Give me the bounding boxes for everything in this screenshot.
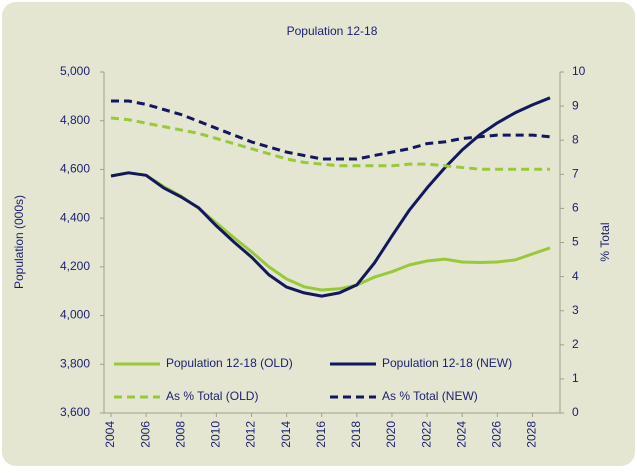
chart-panel	[2, 2, 635, 466]
y2-tick-label: 9	[572, 98, 579, 112]
y2-tick-label: 0	[572, 405, 579, 419]
chart-title: Population 12-18	[287, 24, 378, 38]
y2-tick-label: 2	[572, 337, 579, 351]
y-tick-label: 4,000	[60, 308, 90, 322]
x-tick-label: 2028	[525, 421, 539, 448]
y2-tick-label: 7	[572, 166, 579, 180]
y-axis-label: Population (000s)	[12, 195, 26, 289]
y-tick-label: 5,000	[60, 64, 90, 78]
series-line	[110, 116, 550, 171]
x-tick-label: 2012	[244, 421, 258, 448]
y-tick-label: 4,800	[60, 113, 90, 127]
y-tick-label: 4,600	[60, 162, 90, 176]
y2-tick-label: 10	[572, 64, 586, 78]
y2-tick-label: 4	[572, 269, 579, 283]
y2-tick-label: 3	[572, 303, 579, 317]
legend-label: As % Total (NEW)	[382, 389, 478, 403]
y-tick-label: 3,800	[60, 356, 90, 370]
x-tick-label: 2026	[489, 421, 503, 448]
y-tick-label: 4,400	[60, 210, 90, 224]
y2-axis-label: % Total	[598, 222, 612, 261]
legend-label: Population 12-18 (OLD)	[166, 356, 293, 370]
x-tick-label: 2008	[173, 421, 187, 448]
y-tick-label: 4,200	[60, 259, 90, 273]
y2-tick-label: 1	[572, 371, 579, 385]
x-tick-label: 2014	[279, 421, 293, 448]
x-tick-label: 2006	[138, 421, 152, 448]
x-tick-label: 2010	[209, 421, 223, 448]
legend-label: As % Total (OLD)	[166, 389, 258, 403]
series-line	[111, 99, 551, 161]
x-tick-label: 2020	[384, 421, 398, 448]
x-tick-label: 2016	[314, 421, 328, 448]
legend-label: Population 12-18 (NEW)	[382, 356, 512, 370]
y-tick-label: 3,600	[60, 405, 90, 419]
x-tick-label: 2024	[454, 421, 468, 448]
y2-tick-label: 6	[572, 201, 579, 215]
x-tick-label: 2004	[103, 421, 117, 448]
y2-tick-label: 5	[572, 235, 579, 249]
x-tick-label: 2018	[349, 421, 363, 448]
y2-tick-label: 8	[572, 132, 579, 146]
x-tick-label: 2022	[419, 421, 433, 448]
